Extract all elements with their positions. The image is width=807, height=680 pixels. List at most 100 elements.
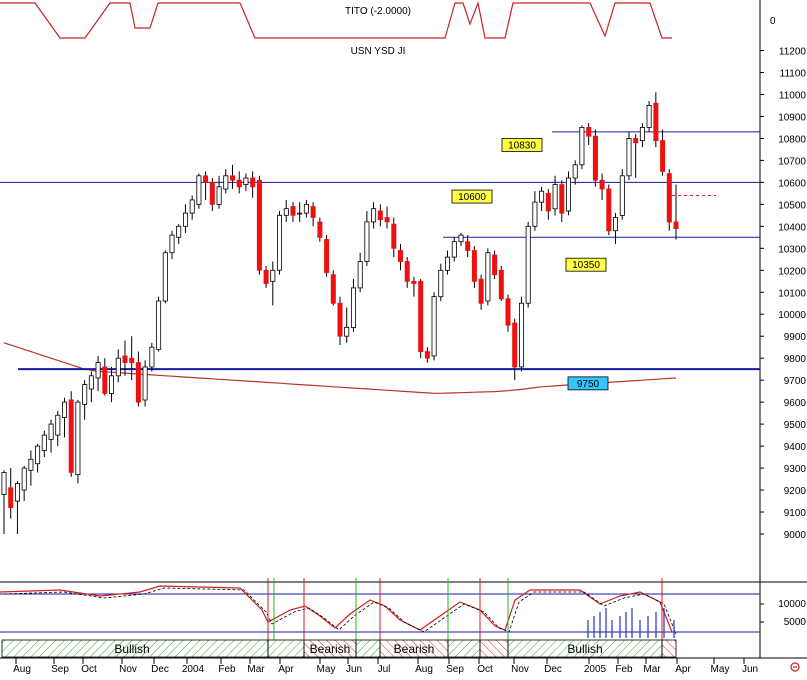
candle-body — [566, 177, 572, 212]
y-tick-label: 9300 — [784, 464, 807, 475]
y-tick-label: 11100 — [780, 68, 807, 79]
phase-segment — [661, 639, 677, 658]
candle-body — [68, 399, 74, 473]
candle-body — [397, 250, 403, 262]
candle-body — [666, 173, 672, 223]
candle-body — [485, 252, 491, 302]
x-tick-label: May — [711, 664, 730, 675]
oscillator-group: 10000 5000 — [0, 578, 806, 640]
x-tick-label: Apr — [278, 664, 294, 675]
candle-body — [317, 221, 323, 238]
candle-body — [142, 366, 148, 401]
candle-body — [552, 184, 558, 210]
y-tick-label: 10900 — [778, 112, 806, 123]
x-tick-label: 2005 — [584, 664, 607, 675]
x-tick-label: Sep — [446, 664, 464, 675]
level-label-text: 9750 — [577, 379, 600, 390]
candle-body — [35, 445, 41, 465]
phase-bar-group: Bullish Bearish Bearish Bullish — [1, 639, 677, 658]
x-tick-label: Oct — [477, 664, 493, 675]
candle-body — [646, 105, 652, 128]
candle-body — [613, 217, 619, 232]
y-tick-label: 11200 — [779, 47, 807, 58]
candle-body — [639, 127, 645, 142]
level-label-box — [565, 257, 607, 272]
y-tick-label: 10100 — [778, 288, 806, 299]
candle-body — [209, 181, 215, 205]
candle-body — [492, 254, 498, 276]
x-tick-label: Feb — [615, 664, 633, 675]
candle-body — [377, 210, 383, 221]
level-labels-group: 10600 10830 10350 9750 — [451, 138, 609, 391]
x-tick-label: Oct — [81, 664, 97, 675]
x-tick-label: Feb — [218, 664, 236, 675]
candle-body — [8, 487, 14, 508]
candle-body — [519, 302, 525, 368]
level-label-text: 10350 — [572, 260, 600, 271]
level-label-box — [567, 376, 609, 391]
x-tick-label: Sep — [51, 664, 69, 675]
candle-body — [88, 375, 94, 390]
candle-body — [384, 217, 390, 223]
candle-body — [458, 234, 464, 243]
candle-body — [337, 302, 343, 337]
candle-body — [263, 269, 269, 284]
candle-body — [256, 179, 262, 271]
y-tick-label: 9900 — [784, 332, 807, 343]
candle-body — [444, 256, 450, 271]
phase-segment — [355, 639, 381, 658]
candle-body — [364, 221, 370, 262]
gear-icon[interactable] — [790, 662, 800, 672]
candle-body — [606, 188, 612, 232]
candle-body — [357, 261, 363, 289]
candle-body — [229, 175, 235, 181]
candle-body — [216, 186, 222, 205]
candle-body — [109, 375, 115, 394]
candle-body — [243, 177, 249, 185]
candle-body — [350, 287, 356, 328]
candle-body — [75, 401, 81, 476]
candle-body — [545, 192, 551, 212]
y-tick-label: 9100 — [784, 508, 807, 519]
x-label-group: Aug Sep Oct Nov Dec 2004 Feb Mar Apr May Jun Jul Aug… — [13, 658, 758, 675]
x-tick-label: Aug — [13, 664, 31, 675]
osc-signal-line — [3, 587, 677, 635]
level-label-box — [501, 138, 543, 152]
candle-body — [512, 322, 518, 368]
x-tick-label: Jun — [346, 664, 362, 675]
candle-body — [297, 212, 303, 215]
candle-body — [156, 300, 162, 350]
candle-body — [330, 274, 336, 304]
candle-body — [619, 175, 625, 216]
candle-body — [14, 483, 20, 502]
y-tick-label: 10600 — [778, 178, 806, 189]
y-tick-label: 9800 — [784, 354, 807, 365]
main-chart-label: USN YSD JI — [351, 46, 406, 57]
y-tick-label: 10800 — [778, 134, 806, 145]
y-tick-label: 9500 — [784, 420, 807, 431]
candle-body — [62, 401, 68, 418]
candle-body — [176, 225, 182, 238]
candles-group — [1, 92, 679, 534]
candle-body — [599, 179, 605, 190]
x-tick-label: Dec — [544, 664, 562, 675]
osc-line — [0, 585, 673, 633]
candle-body — [411, 280, 417, 284]
level-label-text: 10830 — [508, 140, 536, 151]
candle-body — [189, 199, 195, 214]
indicator-top-line — [0, 0, 672, 39]
x-tick-label: Nov — [511, 664, 529, 675]
candle-body — [276, 214, 282, 271]
candle-body — [290, 206, 296, 216]
candle-body — [478, 278, 484, 304]
phase-label: Bearish — [394, 642, 435, 656]
level-label-box — [451, 189, 493, 204]
candle-body — [471, 250, 477, 282]
candle-body — [135, 362, 141, 403]
level-label-text: 10600 — [458, 192, 486, 203]
candle-body — [438, 269, 444, 298]
candle-body — [55, 414, 61, 436]
phase-label: Bullish — [114, 642, 149, 656]
candle-body — [283, 208, 289, 216]
